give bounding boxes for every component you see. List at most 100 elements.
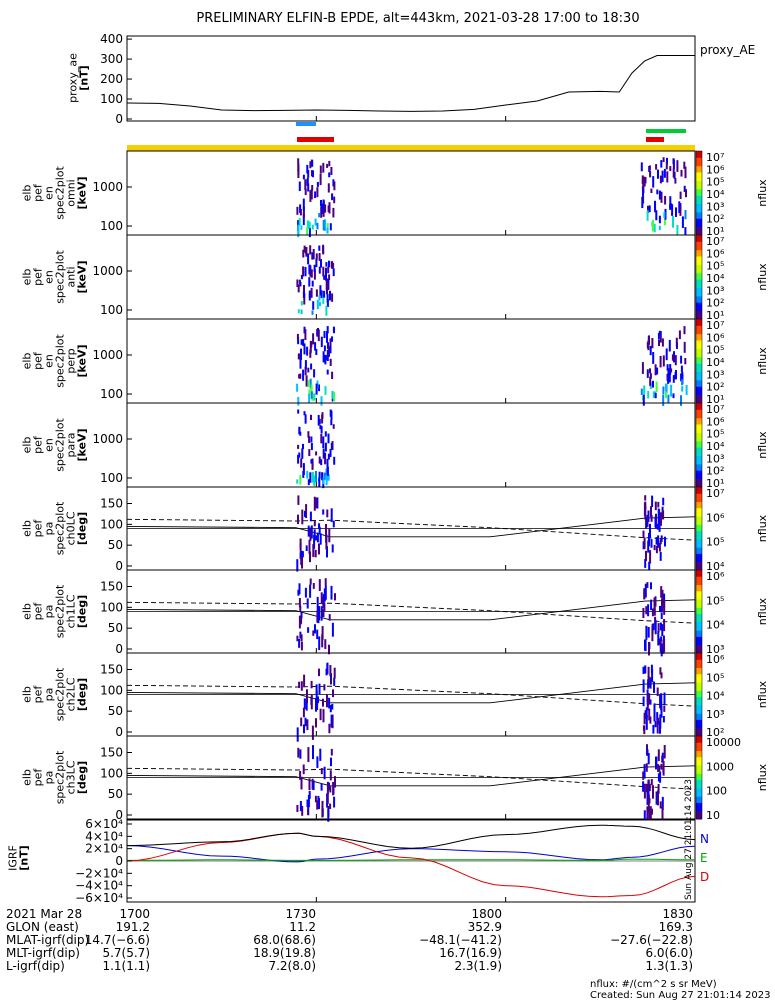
spectrogram-cell (672, 159, 675, 170)
pa-ytick-label: 0 (115, 725, 123, 739)
spectrogram-cell (306, 346, 309, 356)
spectrogram-cell (314, 218, 317, 226)
spectrogram-cell (311, 252, 314, 260)
spectrogram-cell (312, 333, 315, 345)
pitch-angle-cell (651, 623, 654, 634)
ae-panel: 400 300 200 100 0 proxy_ae[nT] proxy_AE (67, 32, 756, 126)
colorbar-cell (696, 302, 702, 305)
pitch-angle-cell (655, 537, 658, 545)
colorbar-cell (696, 295, 702, 299)
colorbar-tick-label: 10² (706, 726, 724, 739)
spectrogram-cell (300, 225, 303, 230)
spectrogram-cell (296, 279, 299, 287)
colorbar-tick-label: 10⁵ (706, 428, 724, 441)
spectrogram-cell (315, 471, 317, 483)
spectrogram-cell (318, 253, 321, 261)
ylabel-line: spec2plot (54, 584, 67, 638)
pitch-angle-cell (334, 593, 336, 601)
colorbar-cell (696, 621, 702, 625)
pa-ytick-label: 50 (108, 621, 123, 635)
ylabel-line: ch1LC (65, 594, 78, 628)
spectrogram-cell (657, 333, 660, 340)
pitch-angle-cell (310, 694, 313, 710)
pitch-angle-cell (307, 627, 310, 633)
pitch-angle-cell (663, 692, 666, 705)
colorbar-tick-label: 1000 (706, 760, 734, 773)
colorbar-cell (696, 358, 702, 362)
footer-cell: 191.2 (116, 920, 150, 934)
colorbar-cell (696, 638, 702, 642)
spectrogram-cell (300, 339, 303, 345)
colorbar-cell (696, 553, 702, 556)
colorbar-cell (696, 513, 702, 517)
colorbar-cell (696, 617, 702, 621)
spectrogram-cell (650, 188, 653, 194)
colorbar-cell (696, 188, 702, 192)
pitch-angle-cell (657, 764, 660, 772)
pitch-angle-cell (325, 524, 327, 534)
pitch-angle-cell (659, 622, 662, 631)
colorbar-tick-label: 10000 (706, 736, 741, 749)
colorbar-cell (696, 209, 702, 213)
pitch-angle-cell (642, 781, 645, 792)
loss-cone-line (126, 516, 696, 538)
colorbar-cell (696, 516, 702, 519)
colorbar-cell (696, 482, 702, 486)
pitch-angle-cell (303, 674, 306, 688)
colorbar-cell (696, 592, 702, 596)
ylabel-line: pa (43, 771, 56, 785)
spectrogram-cell (328, 260, 330, 268)
spectrogram-cell (331, 293, 334, 302)
colorbar-cell (696, 256, 702, 259)
pitch-angle-cell (331, 544, 334, 553)
spectrogram-cell (331, 193, 334, 201)
spectrogram-cell (323, 290, 326, 298)
spectrogram-cell (299, 475, 302, 485)
colorbar-cell (696, 551, 702, 554)
spectrogram-cell (331, 391, 334, 399)
spectrogram-cell (310, 391, 313, 399)
colorbar-cell (696, 293, 702, 297)
colorbar-cell (696, 392, 702, 396)
colorbar-tick-label: 10⁶ (706, 331, 725, 344)
colorbar-cell (696, 511, 702, 515)
pitch-angle-cell (328, 614, 331, 621)
pitch-angle-cell (298, 681, 301, 689)
spectrogram-cell (658, 190, 661, 200)
colorbar-cell (696, 777, 702, 781)
footer-cell: 2.3(1.9) (454, 959, 502, 973)
spectrogram-cell (318, 295, 321, 301)
pitch-angle-cell (657, 630, 660, 646)
ae-ytick-label: 0 (115, 112, 123, 126)
spectrogram-cell (672, 168, 675, 178)
ylabel-line: spec2plot (54, 250, 67, 304)
colorbar-cell (696, 814, 702, 818)
pitch-angle-cell (657, 784, 660, 794)
colorbar-cell (696, 779, 702, 783)
colorbar-cell (696, 586, 702, 590)
spectrogram-cell (310, 189, 313, 200)
footer-cell: −48.1(−41.2) (419, 933, 502, 947)
spectrogram-cell (680, 365, 683, 373)
igrf-ytick-label: 0 (115, 854, 123, 868)
pitch-angle-cell (299, 552, 302, 559)
pa-ytick-label: 0 (115, 808, 123, 822)
colorbar-label: nflux (756, 431, 769, 459)
spectrogram-cell (684, 358, 687, 365)
spectrogram-cell (641, 185, 644, 190)
pitch-angle-cell (322, 609, 325, 618)
pitch-angle-cell (306, 689, 308, 704)
spectrogram-cell (297, 337, 300, 345)
colorbar-cell (696, 314, 702, 318)
colorbar-cell (696, 794, 702, 797)
colorbar-cell (696, 342, 702, 345)
spectrogram-cell (685, 384, 688, 395)
ylabel-line: [nT] (18, 845, 31, 870)
colorbar-cell (696, 787, 702, 791)
colorbar-cell (696, 350, 702, 354)
pitch-angle-cell (645, 516, 648, 529)
colorbar-cell (696, 756, 702, 760)
pitch-angle-cell (329, 786, 332, 793)
spectrogram-cell (303, 343, 306, 355)
